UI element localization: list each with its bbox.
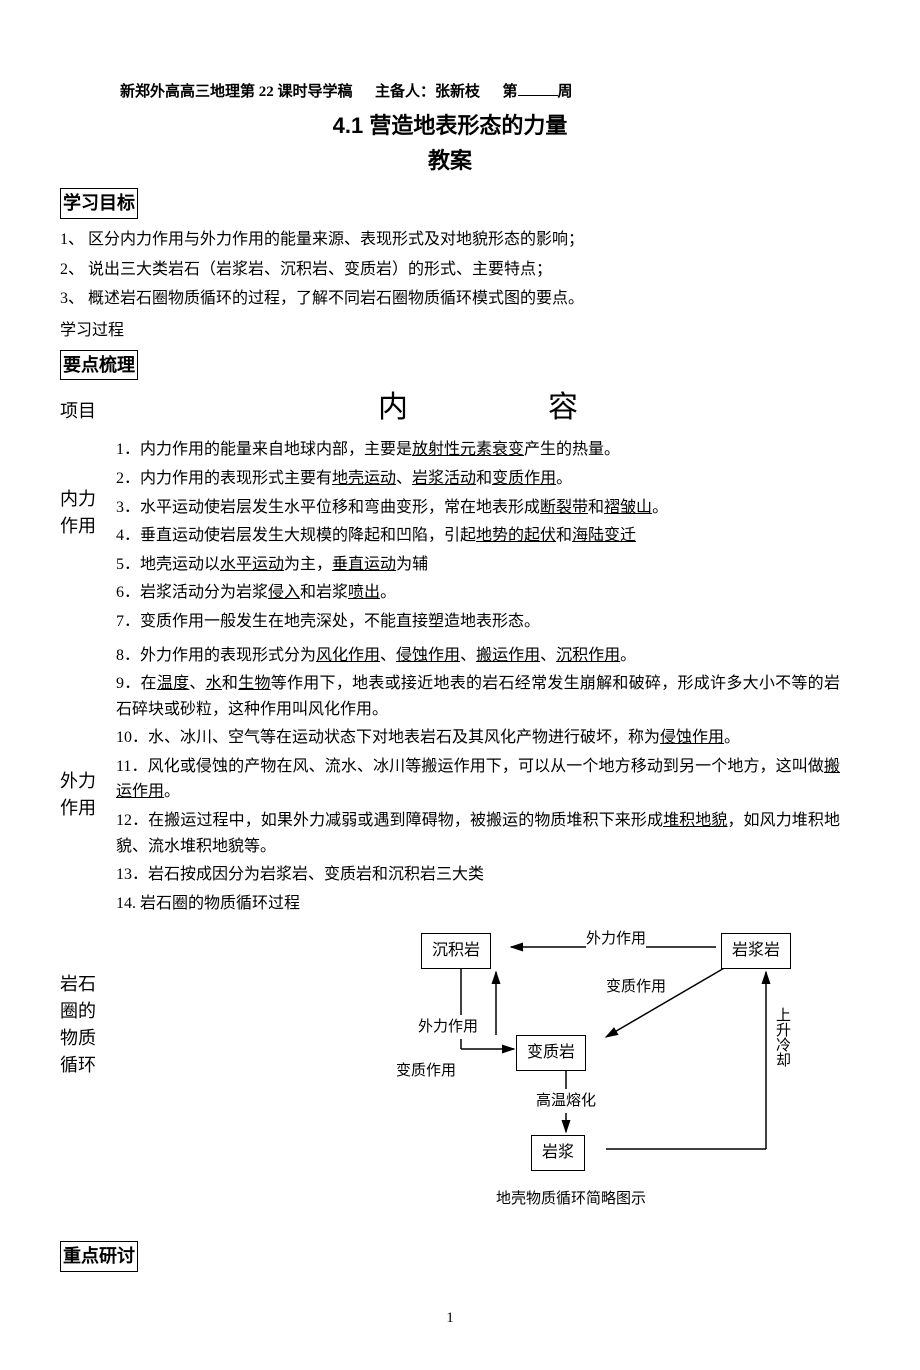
header-left: 新郑外高高三地理第 22 课时导学稿 [120, 84, 353, 100]
objectives-list: 1、 区分内力作用与外力作用的能量来源、表现形式及对地貌形态的影响； 2、 说出… [60, 227, 840, 312]
section-external: 外力作用 8．外力作用的表现形式分为风化作用、侵蚀作用、搬运作用、沉积作用。 9… [60, 640, 840, 920]
blank-week [518, 95, 558, 96]
label-rise: 上升冷却 [770, 1007, 794, 1067]
th-content: 内容 [116, 384, 840, 432]
node-sedimentary: 沉积岩 [421, 933, 491, 969]
side-external: 外力作用 [60, 640, 116, 822]
section-rockcycle: 岩石圈的物质循环 [60, 921, 840, 1227]
node-magma: 岩浆 [531, 1135, 585, 1171]
rockcycle-content: 沉积岩 岩浆岩 变质岩 岩浆 外力作用 变质作用 外力作用 变质作用 高温熔化 … [116, 921, 840, 1227]
label-extforce-top: 外力作用 [586, 927, 646, 951]
title-sub: 教案 [60, 143, 840, 178]
doc-header: 新郑外高高三地理第 22 课时导学稿 主备人：张新枝 第 周 [60, 80, 840, 104]
label-extforce-left: 外力作用 [418, 1015, 478, 1039]
diagram-caption: 地壳物质循环简略图示 [496, 1187, 646, 1211]
process-label: 学习过程 [60, 318, 840, 344]
header-mid: 主备人：张新枝 [375, 84, 480, 100]
heading-keypoints: 要点梳理 [60, 350, 138, 381]
table-header-row: 项目 内容 [60, 384, 840, 432]
title-main: 4.1 营造地表形态的力量 [60, 108, 840, 143]
header-right-suffix: 周 [558, 84, 573, 100]
node-metamorphic: 变质岩 [516, 1035, 586, 1071]
th-category: 项目 [60, 397, 116, 426]
page-number: 1 [60, 1306, 840, 1330]
objective-2: 2、 说出三大类岩石（岩浆岩、沉积岩、变质岩）的形式、主要特点； [60, 257, 840, 283]
internal-content: 1．内力作用的能量来自地球内部，主要是放射性元素衰变产生的热量。 2．内力作用的… [116, 434, 840, 637]
side-rockcycle: 岩石圈的物质循环 [60, 921, 116, 1079]
section-internal: 内力作用 1．内力作用的能量来自地球内部，主要是放射性元素衰变产生的热量。 2．… [60, 434, 840, 637]
label-melt: 高温熔化 [536, 1089, 596, 1113]
heading-objectives: 学习目标 [60, 188, 138, 219]
external-content: 8．外力作用的表现形式分为风化作用、侵蚀作用、搬运作用、沉积作用。 9．在温度、… [116, 640, 840, 920]
objective-3: 3、 概述岩石圈物质循环的过程，了解不同岩石圈物质循环模式图的要点。 [60, 286, 840, 312]
side-internal: 内力作用 [60, 434, 116, 540]
label-meta-1: 变质作用 [606, 975, 666, 999]
objective-1: 1、 区分内力作用与外力作用的能量来源、表现形式及对地貌形态的影响； [60, 227, 840, 253]
label-meta-2: 变质作用 [396, 1059, 456, 1083]
header-right-prefix: 第 [503, 84, 518, 100]
heading-discuss: 重点研讨 [60, 1241, 138, 1272]
node-igneous: 岩浆岩 [721, 933, 791, 969]
rockcycle-diagram: 沉积岩 岩浆岩 变质岩 岩浆 外力作用 变质作用 外力作用 变质作用 高温熔化 … [116, 927, 840, 1227]
